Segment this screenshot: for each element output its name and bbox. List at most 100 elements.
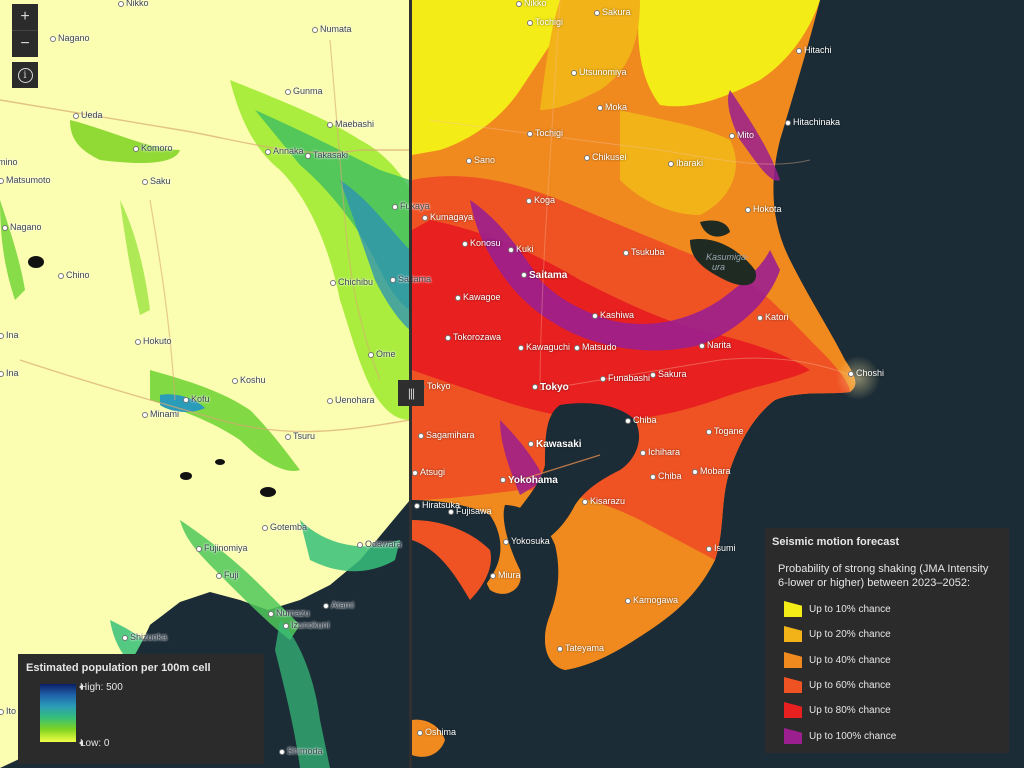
color-swatch [784,601,802,617]
legend-class-row: Up to 40% chance [784,650,891,670]
place-label: Ueda [73,110,103,120]
place-label: Chino [58,270,90,280]
legend-class-label: Up to 10% chance [809,603,891,615]
place-label: Kamogawa [625,595,678,605]
place-label: Kisarazu [582,496,625,506]
legend-title: Seismic motion forecast [772,536,900,548]
place-label: Hiratsuka [414,500,460,510]
place-label: Tsuru [285,431,315,441]
place-label: Chikusei [584,152,627,162]
place-label: Sakura [594,7,631,17]
population-layer [0,0,411,768]
legend-class-row: Up to 10% chance [784,599,891,619]
place-label: Gunma [285,86,323,96]
legend-class-label: Up to 20% chance [809,628,891,640]
place-label: Atami [323,600,354,610]
place-label: Togane [706,426,744,436]
place-label: Mito [729,130,754,140]
legend-description: Probability of strong shaking (JMA Inten… [778,563,989,589]
color-swatch [784,702,802,718]
place-label: Koshu [232,375,266,385]
place-label: Fuji [216,570,239,580]
place-label: Saitama [390,274,431,284]
place-label: Minami [142,409,179,419]
info-icon: i [17,67,33,83]
place-label: Kawasaki [528,439,582,450]
place-label: Saku [142,176,171,186]
place-label: Tokorozawa [445,332,501,342]
color-swatch [784,677,802,693]
place-label: Sakura [650,369,687,379]
legend-class-row: Up to 80% chance [784,700,891,720]
place-label: Kawaguchi [518,342,570,352]
seismic-layer [412,0,880,768]
tick-marker [79,740,83,746]
place-label: Moka [597,102,627,112]
place-label: Choshi [848,368,884,378]
place-label: Hitachi [796,45,832,55]
place-label: Shimoda [279,746,323,756]
place-label: Yokosuka [503,536,550,546]
legend-title: Estimated population per 100m cell [26,662,211,674]
place-label: Nagano [2,222,42,232]
place-label: Koga [526,195,555,205]
plus-icon: + [20,8,30,25]
place-label: Ichihara [640,447,680,457]
place-label: Tsukuba [623,247,665,257]
place-label: Kuki [508,244,534,254]
legend-class-label: Up to 80% chance [809,704,891,716]
place-label: Tokyo [532,382,569,393]
place-label: Atsugi [412,467,445,477]
place-label: Hokuto [135,336,172,346]
place-label: Sano [466,155,495,165]
place-label: Matsumoto [0,175,51,185]
place-label: Ibaraki [668,158,703,168]
place-label: Narita [699,340,731,350]
legend-class-label: Up to 60% chance [809,679,891,691]
place-label: Nikko [118,0,149,8]
place-label: Gotemba [262,522,307,532]
place-label: Takasaki [305,150,348,160]
place-label: Kawagoe [455,292,501,302]
info-button[interactable]: i [12,62,38,88]
place-label: Sagamihara [418,430,475,440]
legend-class-label: Up to 40% chance [809,654,891,666]
place-label: Ome [368,349,396,359]
minus-icon: − [20,35,30,52]
place-label: Numata [312,24,352,34]
place-label: Ina [0,368,19,378]
place-label: Izunokuni [283,620,330,630]
place-label: Nagano [50,33,90,43]
color-swatch [784,728,802,744]
place-label: Annaka [265,146,304,156]
place-label: Odawara [357,539,402,549]
place-label: Matsudo [574,342,617,352]
place-label: Konosu [462,238,501,248]
place-label: Hitachinaka [785,117,840,127]
legend-class-label: Up to 100% chance [809,730,897,742]
place-label: Isumi [706,543,736,553]
place-label: Ito [0,706,16,716]
color-swatch [784,652,802,668]
lake-label: Kasumiga- [706,252,750,262]
place-label: Shizuoka [122,632,167,642]
zoom-out-button[interactable]: − [12,30,38,57]
place-label: Chichibu [330,277,373,287]
population-legend: Estimated population per 100m cell High:… [18,654,264,764]
place-label: Maebashi [327,119,374,129]
place-label: Kumagaya [422,212,473,222]
color-ramp [40,684,76,742]
place-label: imino [0,157,18,167]
legend-class-row: Up to 20% chance [784,624,891,644]
place-label: Utsunomiya [571,67,627,77]
legend-class-row: Up to 60% chance [784,675,891,695]
swipe-handle[interactable]: ||| [398,380,424,406]
place-label: Fujisawa [448,506,492,516]
place-label: Chiba [625,415,657,425]
zoom-in-button[interactable]: + [12,4,38,30]
place-label: Kashiwa [592,310,634,320]
place-label: Saitama [521,270,567,281]
place-label: Oshima [417,727,456,737]
